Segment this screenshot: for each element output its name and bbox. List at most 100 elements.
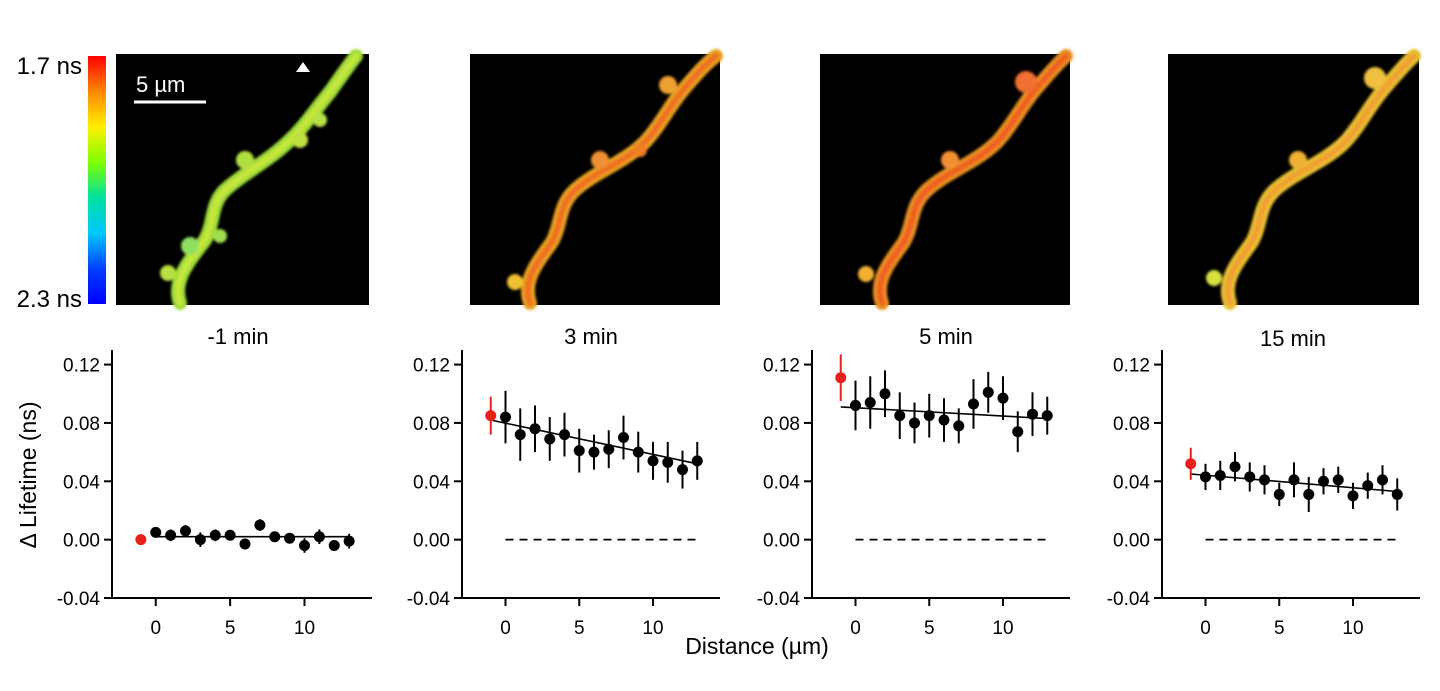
data-point (647, 455, 659, 467)
y-tick-label: 0.12 (413, 356, 450, 377)
x-tick-label: 5 (1274, 618, 1285, 639)
chart-panel-2: 3 min -0.04 0.00 0.04 0.08 0.12 0 5 10 (407, 324, 720, 639)
data-point (864, 397, 876, 409)
data-point (573, 445, 585, 457)
y-tick-label: 0.00 (1113, 531, 1150, 552)
chart-panel-3: 5 min -0.04 0.00 0.04 0.08 0.12 0 5 10 (757, 324, 1070, 639)
data-point (514, 429, 526, 441)
data-point (500, 411, 511, 423)
x-tick-label: 10 (642, 618, 663, 639)
colorbar: 1.7 ns 2.3 ns (17, 53, 106, 313)
data-point (209, 529, 221, 541)
data-point (1273, 488, 1285, 500)
y-tick-label: -0.04 (57, 589, 101, 610)
data-point (1332, 474, 1344, 486)
y-tick-label: 0.04 (763, 472, 800, 493)
x-tick-label: 0 (500, 618, 511, 639)
x-tick-label: 5 (574, 618, 585, 639)
data-point (1347, 490, 1359, 502)
data-point (662, 456, 674, 468)
data-point (1041, 410, 1053, 422)
red-data-point (1185, 458, 1197, 470)
dendrite-core (175, 53, 359, 306)
x-tick-label: 5 (924, 618, 935, 639)
y-tick-label: 0.12 (63, 356, 100, 377)
image-panel-3 (820, 49, 1073, 310)
data-point (923, 410, 935, 422)
y-tick-label: 0.12 (763, 356, 800, 377)
x-tick-label: 10 (992, 618, 1013, 639)
chart-title: 3 min (564, 324, 618, 349)
x-axis-label: Distance (µm) (685, 633, 829, 659)
y-tick-label: 0.04 (1113, 472, 1150, 493)
data-point (1377, 474, 1388, 486)
data-point (224, 529, 236, 541)
y-tick-label: 0.08 (763, 414, 800, 435)
data-point (269, 531, 281, 543)
spine (1206, 270, 1222, 286)
data-point (165, 529, 177, 541)
data-point (691, 455, 703, 467)
data-point (239, 538, 251, 550)
x-tick-label: 5 (225, 618, 236, 639)
data-point (150, 526, 162, 538)
spine (181, 237, 199, 255)
data-point (938, 414, 950, 426)
data-point (254, 519, 266, 531)
spine (236, 151, 254, 169)
data-point (343, 535, 355, 547)
y-axis-label: Δ Lifetime (ns) (15, 401, 41, 548)
data-point (1303, 488, 1315, 500)
data-point (529, 423, 541, 435)
dendrite-core (876, 53, 1069, 306)
y-tick-label: 0.00 (413, 531, 450, 552)
spine (858, 266, 874, 282)
data-point (632, 446, 644, 458)
y-tick-label: 0.04 (63, 472, 100, 493)
image-panel-1: 5 µm (116, 49, 369, 310)
chart-title: -1 min (207, 324, 268, 349)
chart-title: 15 min (1260, 326, 1326, 351)
image-panel-2 (470, 49, 723, 310)
data-point (997, 392, 1009, 404)
y-tick-label: -0.04 (407, 589, 451, 610)
data-point (1362, 480, 1374, 492)
x-tick-label: 10 (294, 618, 315, 639)
colorbar-bottom-label: 2.3 ns (17, 286, 82, 313)
y-tick-label: -0.04 (1107, 589, 1151, 610)
spine (1364, 67, 1386, 89)
y-tick-label: 0.04 (413, 472, 450, 493)
data-point (953, 420, 965, 432)
arrowhead-icon (296, 62, 310, 72)
data-point (1318, 475, 1329, 487)
spine (1015, 71, 1037, 93)
colorbar-top-label: 1.7 ns (17, 53, 82, 80)
data-point (968, 398, 979, 410)
scalebar-label: 5 µm (136, 72, 185, 97)
red-data-point (485, 410, 497, 422)
spine (1289, 151, 1307, 169)
data-point (894, 410, 906, 422)
red-data-point (135, 534, 147, 546)
colorbar-gradient (88, 56, 106, 304)
y-tick-label: 0.08 (63, 414, 100, 435)
spine (941, 151, 959, 169)
dendrite-core (1224, 53, 1417, 306)
x-tick-label: 0 (150, 618, 161, 639)
data-point (603, 443, 615, 455)
data-point (328, 539, 340, 551)
x-tick-label: 0 (850, 618, 861, 639)
spine (507, 274, 523, 290)
data-point (313, 531, 325, 543)
data-point (1012, 426, 1024, 438)
y-tick-label: 0.08 (1113, 414, 1150, 435)
spine (591, 151, 609, 169)
data-point (982, 386, 994, 398)
data-point (1259, 474, 1270, 486)
chart-title: 5 min (919, 324, 973, 349)
spine (633, 143, 647, 157)
red-data-point (835, 372, 847, 384)
y-tick-label: 0.00 (63, 531, 100, 552)
data-point (677, 464, 688, 476)
y-tick-label: -0.04 (757, 589, 801, 610)
